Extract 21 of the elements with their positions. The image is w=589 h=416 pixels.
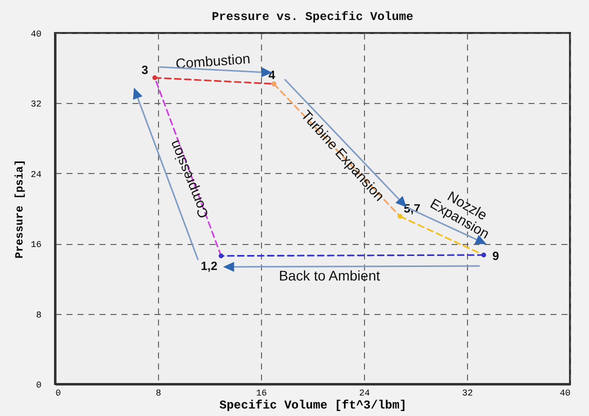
- y-tick-label: 40: [30, 30, 42, 40]
- annotation: 4: [268, 68, 276, 82]
- annotation: Back to Ambient: [278, 267, 380, 284]
- x-tick-label: 0: [56, 388, 61, 398]
- y-tick-label: 24: [30, 170, 42, 180]
- x-tick-label: 8: [156, 388, 162, 398]
- y-tick-label: 16: [30, 240, 42, 250]
- x-tick-label: 40: [560, 388, 570, 398]
- x-axis-title: Specific Volume [ft^3/lbm]: [219, 398, 407, 412]
- y-tick-label: 0: [36, 380, 42, 390]
- annotation: 1,2: [200, 258, 218, 273]
- x-tick-label: 24: [359, 388, 370, 398]
- y-tick-label: 8: [36, 310, 42, 320]
- x-tick-label: 32: [462, 388, 473, 398]
- annotation: Combustion: [175, 50, 251, 72]
- y-tick-label: 32: [30, 100, 42, 110]
- annotation: 3: [141, 62, 148, 77]
- annotation: 9: [492, 249, 500, 264]
- x-tick-label: 16: [256, 388, 267, 398]
- y-axis-title: Pressure [psia]: [14, 159, 27, 259]
- chart-title: Pressure vs. Specific Volume: [212, 10, 414, 24]
